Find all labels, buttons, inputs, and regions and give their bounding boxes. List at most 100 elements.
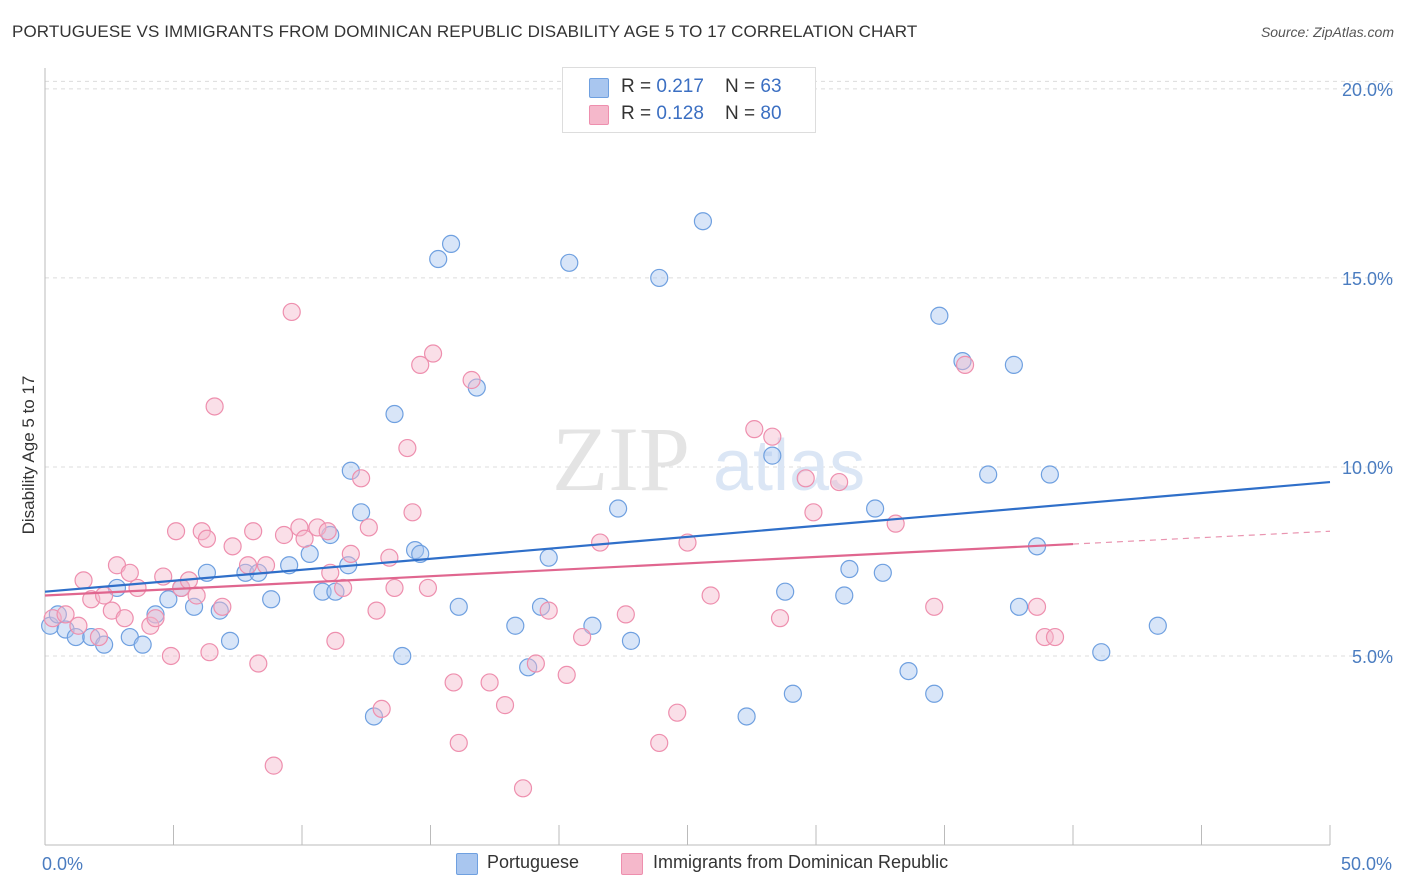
dominican-point <box>282 302 301 322</box>
dominican-point <box>223 537 242 556</box>
dominican-point <box>359 518 378 537</box>
dominican-trend-line <box>44 542 1074 597</box>
dominican-point <box>200 643 219 662</box>
dominican-point <box>1045 627 1065 647</box>
dominican-point <box>557 665 576 684</box>
legend-row-dominican: R = 0.128 N = 80 <box>621 103 782 125</box>
legend-r-label: R = <box>621 103 657 124</box>
dominican-point <box>249 654 268 673</box>
dominican-point <box>295 529 314 548</box>
legend-n-value: 80 <box>760 103 782 124</box>
dominican-point <box>326 631 345 650</box>
legend-row-portuguese: R = 0.217 N = 63 <box>621 76 782 98</box>
chart-title: PORTUGUESE VS IMMIGRANTS FROM DOMINICAN … <box>12 22 918 41</box>
portuguese-point <box>133 635 152 654</box>
portuguese-point <box>737 707 756 726</box>
y-tick-label: 20.0% <box>1342 80 1393 100</box>
dominican-point <box>444 673 463 692</box>
dominican-point <box>308 518 327 537</box>
portuguese-point <box>609 499 628 518</box>
portuguese-point <box>1040 465 1059 484</box>
portuguese-point <box>441 234 461 254</box>
portuguese-point <box>979 465 998 484</box>
legend-r-value: 0.217 <box>656 76 704 97</box>
portuguese-point <box>411 544 430 564</box>
dominican-point <box>955 355 975 374</box>
watermark-atlas: atlas <box>713 426 865 506</box>
y-tick-label: 5.0% <box>1352 647 1393 667</box>
portuguese-point <box>1092 643 1111 662</box>
dominican-point <box>403 503 422 522</box>
dominican-point <box>274 525 294 545</box>
chart-source: Source: ZipAtlas.com <box>1260 24 1394 40</box>
dominican-point <box>591 533 610 552</box>
tick-labels: 5.0% 10.0% 15.0% 20.0% 0.0% 50.0% <box>42 80 1393 874</box>
dominican-point <box>318 522 337 541</box>
portuguese-point <box>341 461 360 480</box>
portuguese-point <box>783 684 802 703</box>
x-tick-label: 50.0% <box>1341 854 1392 874</box>
dominican-point <box>197 529 217 548</box>
correlation-legend: R = 0.217 N = 63 R = 0.128 N = 80 <box>562 67 816 133</box>
portuguese-point <box>1009 597 1029 616</box>
dominican-point <box>668 703 687 722</box>
bottom-legend-swatch-portuguese <box>456 853 478 875</box>
dominican-point <box>69 616 88 635</box>
dominican-point <box>385 578 404 598</box>
portuguese-point <box>506 616 525 635</box>
dominican-point <box>830 472 849 492</box>
watermark-zip: ZIP <box>552 408 690 510</box>
dominican-point <box>166 522 186 541</box>
dominican-point <box>161 646 181 666</box>
dominican-point <box>290 518 309 537</box>
dominican-point <box>539 601 558 620</box>
legend-r-value: 0.128 <box>656 103 704 124</box>
portuguese-point <box>873 563 892 582</box>
dominican-point <box>398 438 417 458</box>
portuguese-point <box>300 544 319 564</box>
portuguese-point <box>776 582 795 601</box>
dominican-point <box>1035 627 1054 647</box>
portuguese-point <box>159 590 178 609</box>
dominican-point <box>418 578 438 598</box>
dominican-point <box>770 609 790 628</box>
dominican-point <box>745 420 764 439</box>
dominican-point <box>526 654 545 673</box>
dominican-point <box>256 556 276 575</box>
axes <box>44 68 1331 846</box>
legend-swatch-portuguese <box>589 78 609 98</box>
dominican-point <box>462 370 481 390</box>
portuguese-point <box>583 616 602 635</box>
dominican-point <box>213 597 232 616</box>
dominican-point <box>89 627 109 647</box>
dominican-point <box>352 469 371 488</box>
dominican-point <box>115 609 134 628</box>
portuguese-point <box>539 548 558 567</box>
portuguese-point <box>220 631 240 650</box>
portuguese-point <box>385 404 404 424</box>
portuguese-point <box>835 586 854 605</box>
dominican-point <box>95 586 114 605</box>
dominican-point <box>187 586 206 605</box>
dominican-point <box>334 578 353 598</box>
dominican-point <box>480 673 499 692</box>
dominican-point <box>74 571 93 590</box>
portuguese-point <box>866 499 885 518</box>
y-tick-label: 15.0% <box>1342 269 1393 289</box>
dominican-point <box>120 563 139 582</box>
legend-n-label: N = <box>725 76 761 97</box>
dominican-point <box>238 556 258 575</box>
dominican-point <box>449 733 468 753</box>
legend-n-value: 63 <box>760 76 782 97</box>
portuguese-point <box>621 631 641 650</box>
dominican-trend-line-extension <box>1072 530 1331 545</box>
portuguese-point <box>364 707 384 726</box>
dominican-point <box>146 609 165 628</box>
dominican-point <box>573 627 592 647</box>
bottom-legend-dominican: Immigrants from Dominican Republic <box>653 852 949 872</box>
dominican-point <box>513 779 533 798</box>
dominican-point <box>367 601 386 620</box>
portuguese-point <box>1148 616 1167 635</box>
dominican-point <box>372 699 391 719</box>
